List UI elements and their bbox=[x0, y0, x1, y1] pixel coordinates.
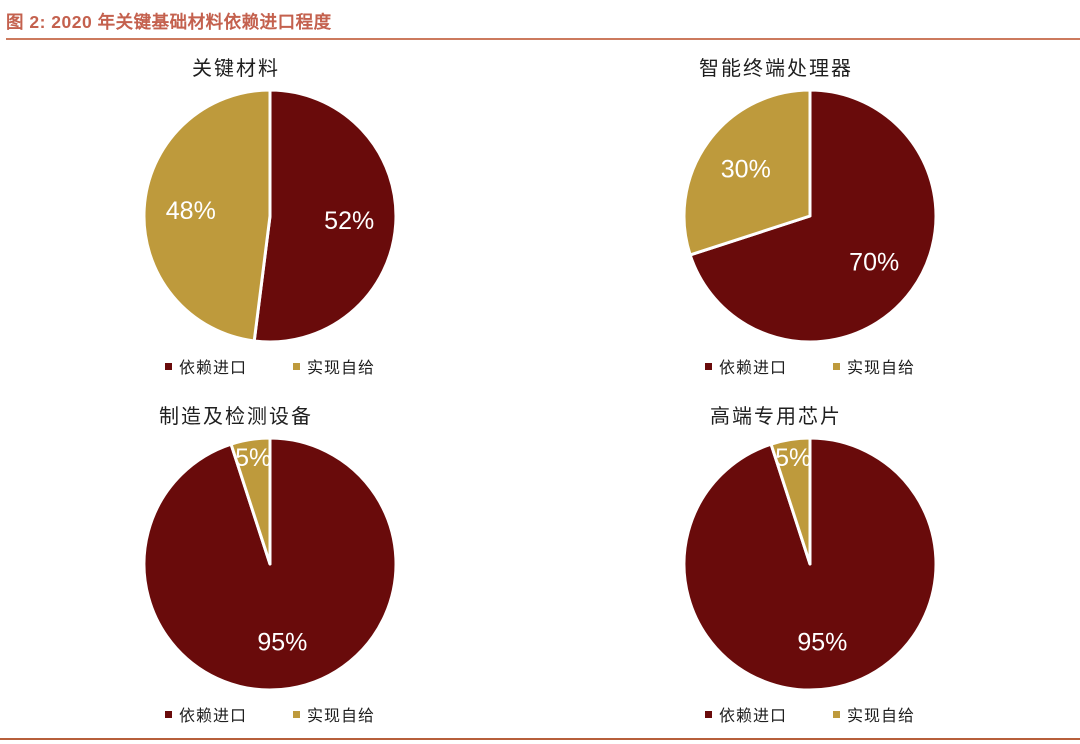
legend-item: 实现自给 bbox=[833, 354, 915, 378]
legend-item: 实现自给 bbox=[293, 354, 375, 378]
legend-marker-self bbox=[293, 362, 300, 370]
legend-label: 实现自给 bbox=[307, 708, 376, 725]
legend-item: 依赖进口 bbox=[164, 354, 247, 378]
source-text: 资料来源：头豹研究院、招商证券 bbox=[0, 740, 1080, 744]
legend-label: 依赖进口 bbox=[718, 360, 787, 377]
pie-value-label: 70% bbox=[849, 249, 899, 277]
charts-grid: 关键材料 52% 48% 依赖进口 实现自给 智能终端处理器 70% 30% bbox=[0, 40, 1080, 726]
pie-value-label: 5% bbox=[235, 444, 271, 472]
legend-marker-import bbox=[704, 710, 712, 718]
pie-value-label: 48% bbox=[166, 197, 216, 225]
chart-panel-manufacturing-testing-equipment: 制造及检测设备 95% 5% 依赖进口 实现自给 bbox=[0, 378, 540, 726]
pie-chart: 95% 5% bbox=[142, 436, 398, 692]
pie-slice-self bbox=[229, 436, 272, 566]
pie-slice-self bbox=[142, 88, 272, 343]
pie-value-label: 5% bbox=[775, 444, 811, 472]
legend-label: 依赖进口 bbox=[178, 360, 247, 377]
chart-title: 关键材料 bbox=[192, 58, 280, 80]
figure-footer: 资料来源：头豹研究院、招商证券 bbox=[0, 738, 1080, 744]
pie-value-label: 95% bbox=[257, 628, 307, 656]
legend-marker-self bbox=[293, 710, 300, 718]
figure-header: 图 2: 2020 年关键基础材料依赖进口程度 bbox=[0, 0, 1080, 40]
pie-value-label: 95% bbox=[797, 628, 847, 656]
legend-item: 依赖进口 bbox=[704, 702, 787, 726]
legend-marker-import bbox=[164, 362, 172, 370]
pie-slice-self bbox=[769, 436, 812, 566]
pie-value-label: 30% bbox=[721, 155, 771, 183]
legend-marker-import bbox=[704, 362, 712, 370]
legend: 依赖进口 实现自给 bbox=[164, 354, 375, 378]
pie-chart: 52% 48% bbox=[142, 88, 398, 344]
figure-title: 图 2: 2020 年关键基础材料依赖进口程度 bbox=[6, 12, 332, 32]
legend-label: 实现自给 bbox=[307, 360, 376, 377]
pie-slice-import bbox=[252, 88, 398, 344]
legend-label: 依赖进口 bbox=[718, 708, 787, 725]
legend-label: 实现自给 bbox=[847, 708, 916, 725]
pie-value-label: 52% bbox=[324, 207, 374, 235]
chart-title: 高端专用芯片 bbox=[710, 406, 842, 428]
pie-slice-import bbox=[688, 88, 938, 344]
legend-item: 实现自给 bbox=[293, 702, 375, 726]
legend-label: 实现自给 bbox=[847, 360, 916, 377]
legend-marker-self bbox=[833, 710, 840, 718]
pie-chart: 70% 30% bbox=[682, 88, 938, 344]
legend-marker-self bbox=[833, 362, 840, 370]
legend-marker-import bbox=[164, 710, 172, 718]
legend-item: 依赖进口 bbox=[164, 702, 247, 726]
footer-rule bbox=[0, 738, 1080, 740]
chart-title: 制造及检测设备 bbox=[159, 406, 313, 428]
legend-item: 实现自给 bbox=[833, 702, 915, 726]
legend: 依赖进口 实现自给 bbox=[704, 702, 915, 726]
pie-chart: 95% 5% bbox=[682, 436, 938, 692]
legend-label: 依赖进口 bbox=[178, 708, 247, 725]
chart-panel-key-materials: 关键材料 52% 48% 依赖进口 实现自给 bbox=[0, 40, 540, 378]
pie-slice-self bbox=[682, 88, 812, 257]
chart-panel-smart-terminal-processors: 智能终端处理器 70% 30% 依赖进口 实现自给 bbox=[540, 40, 1080, 378]
legend-item: 依赖进口 bbox=[704, 354, 787, 378]
legend: 依赖进口 实现自给 bbox=[704, 354, 915, 378]
chart-panel-high-end-special-chips: 高端专用芯片 95% 5% 依赖进口 实现自给 bbox=[540, 378, 1080, 726]
legend: 依赖进口 实现自给 bbox=[164, 702, 375, 726]
header-rule bbox=[6, 38, 1080, 40]
chart-title: 智能终端处理器 bbox=[699, 58, 853, 80]
